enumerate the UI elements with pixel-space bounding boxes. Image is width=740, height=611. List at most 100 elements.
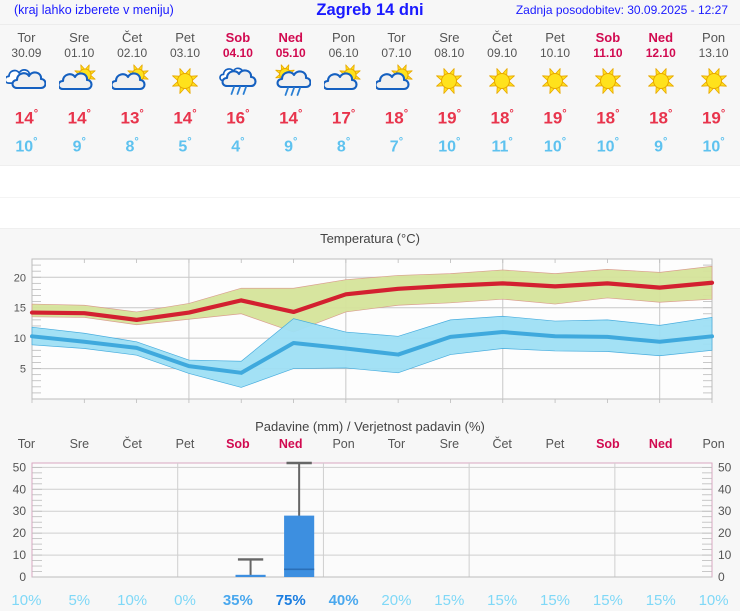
degree-symbol: °: [187, 135, 192, 148]
day-date: 09.10: [487, 46, 518, 60]
day-date: 02.10: [117, 46, 148, 60]
precipitation-probability-label: 0%: [174, 592, 196, 609]
degree-symbol: °: [456, 108, 461, 120]
svg-text:10: 10: [718, 548, 732, 562]
degree-symbol: °: [33, 108, 39, 120]
precipitation-day-label: Pon: [332, 437, 355, 451]
precipitation-day-label: Ned: [278, 437, 303, 451]
day-date: 12.10: [645, 46, 676, 60]
sunny-icon: [595, 68, 621, 94]
forecast-day-column: Čet 02.10 13° 8°: [106, 25, 159, 158]
precipitation-day-label: Tor: [17, 437, 36, 451]
day-date: 03.10: [169, 46, 201, 60]
temperature-min-value: 10: [702, 137, 721, 155]
svg-text:10: 10: [14, 333, 26, 345]
weather-icon-container: [529, 60, 582, 102]
degree-symbol: °: [297, 108, 303, 120]
precipitation-probability-row: 10% 5% 10% 0% 35% 75% 40% 20% 15% 15% 15% 15% 15% 10%: [0, 592, 740, 609]
temperature-min: 10°: [581, 131, 634, 158]
svg-text:5: 5: [20, 364, 26, 376]
temperature-max-value: 13: [120, 108, 140, 128]
weather-icon-container: [634, 60, 687, 102]
svg-text:30: 30: [13, 504, 27, 518]
temperature-min: 8°: [317, 131, 370, 158]
temperature-max-value: 14: [279, 108, 298, 128]
svg-text:0: 0: [718, 570, 725, 584]
precipitation-probability-label: 10%: [698, 592, 729, 609]
temperature-max-value: 19: [543, 108, 563, 128]
temperature-max: 14°: [0, 102, 53, 131]
degree-symbol: °: [345, 135, 351, 148]
forecast-days-row: Tor 30.09 14° 10° Sre 01.10 14° 9° Čet 02.10 13…: [0, 25, 740, 158]
sunny-icon: [172, 68, 198, 94]
precipitation-chart-svg: 0 0 10 10 20 20 30 30 40 40 50 50: [0, 455, 740, 605]
temperature-max-value: 18: [490, 108, 510, 128]
temperature-min: 5°: [159, 131, 212, 158]
rain-icon: [219, 67, 257, 95]
temperature-max-value: 19: [701, 108, 721, 128]
day-date: 04.10: [222, 46, 253, 60]
forecast-day-column: Sre 01.10 14° 9°: [53, 25, 106, 158]
sunny-icon: [489, 68, 516, 94]
temperature-max-value: 17: [331, 108, 351, 128]
temperature-min-value: 10: [596, 137, 615, 155]
precipitation-probability-label: 10%: [11, 592, 42, 609]
svg-text:30: 30: [718, 504, 732, 518]
day-date: 13.10: [698, 46, 729, 60]
precipitation-probability-label: 20%: [381, 592, 412, 609]
weather-icon-container: [211, 60, 264, 102]
svg-text:10: 10: [13, 548, 27, 562]
temperature-max-value: 18: [384, 108, 404, 128]
temperature-max: 18°: [370, 102, 423, 131]
temperature-min: 9°: [53, 131, 106, 158]
temperature-min-value: 10: [15, 137, 34, 155]
sunny-icon: [436, 68, 463, 94]
weather-icon-container: [264, 60, 317, 102]
precipitation-chart: Padavine (mm) / Verjetnost padavin (%) T…: [0, 417, 740, 611]
precipitation-probability-label: 15%: [592, 592, 623, 609]
temperature-min-value: 8: [125, 137, 135, 155]
forecast-day-column: Sob 04.10 16° 4°: [211, 25, 264, 158]
precipitation-day-label: Sob: [226, 437, 250, 451]
day-name: Sob: [595, 30, 621, 45]
degree-symbol: °: [614, 135, 619, 148]
day-name: Pet: [175, 30, 195, 45]
weather-icon-container: [423, 60, 476, 102]
precipitation-day-label: Tor: [387, 437, 406, 451]
temperature-max: 13°: [106, 102, 159, 131]
day-date: 06.10: [328, 46, 359, 60]
precipitation-day-label: Sob: [596, 437, 620, 451]
degree-symbol: °: [562, 108, 567, 120]
temperature-min-value: 11: [491, 137, 509, 155]
degree-symbol: °: [456, 135, 461, 148]
temperature-min-value: 9: [72, 137, 82, 155]
precipitation-day-label: Sre: [439, 437, 460, 451]
day-name: Ned: [278, 30, 303, 45]
forecast-day-column: Tor 30.09 14° 10°: [0, 25, 53, 158]
precipitation-day-label: Sre: [69, 437, 90, 451]
temperature-max: 16°: [211, 102, 264, 131]
temperature-chart-title: Temperatura (°C): [320, 231, 420, 246]
temperature-min: 9°: [634, 131, 687, 158]
temperature-max: 14°: [53, 102, 106, 131]
svg-text:20: 20: [14, 272, 26, 284]
precipitation-probability-label: 15%: [487, 592, 518, 609]
degree-symbol: °: [292, 135, 298, 148]
temperature-max: 18°: [476, 102, 529, 131]
forecast-strip: Tor 30.09 14° 10° Sre 01.10 14° 9° Čet 02.10 13…: [0, 24, 740, 165]
temperature-min: 7°: [370, 131, 423, 158]
temperature-max: 19°: [529, 102, 582, 131]
precipitation-days-row: Tor Sre Čet Pet Sob Ned Pon Tor Sre Čet Pet Sob Ned P…: [0, 437, 740, 451]
degree-symbol: °: [33, 135, 38, 148]
weather-icon-container: [0, 60, 53, 102]
degree-symbol: °: [403, 108, 409, 120]
forecast-day-column: Tor 07.10 18° 7°: [370, 25, 423, 158]
sunny-icon: [700, 68, 727, 94]
day-date: 05.10: [275, 46, 306, 60]
temperature-min: 8°: [106, 131, 159, 158]
precipitation-probability-label: 40%: [328, 592, 359, 609]
precipitation-day-label: Pet: [175, 437, 195, 451]
temperature-chart-svg: 5 10 15 20: [0, 247, 740, 417]
degree-symbol: °: [398, 135, 404, 148]
svg-text:40: 40: [13, 482, 27, 496]
